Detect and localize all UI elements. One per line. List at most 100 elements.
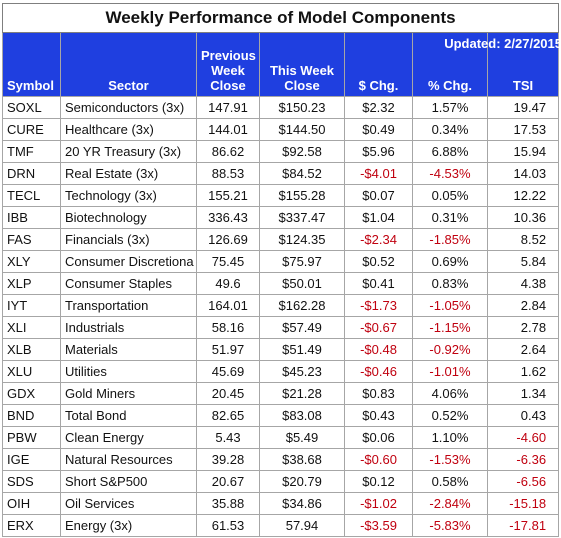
- cell-dollar-change: -$3.59: [344, 514, 413, 537]
- cell-symbol: PBW: [2, 426, 61, 449]
- cell-this-week-close: $155.28: [259, 184, 345, 207]
- cell-sector: Financials (3x): [60, 228, 197, 251]
- table-row: ERX Energy (3x) 61.53 57.94 -$3.59 -5.83…: [2, 514, 560, 537]
- table-row: XLP Consumer Staples 49.6 $50.01 $0.41 0…: [2, 272, 560, 295]
- table-body: SOXL Semiconductors (3x) 147.91 $150.23 …: [2, 96, 560, 537]
- cell-this-week-close: $21.28: [259, 382, 345, 405]
- header-this-week-close: This Week Close: [259, 32, 345, 97]
- cell-previous-close: 155.21: [196, 184, 260, 207]
- cell-symbol: TMF: [2, 140, 61, 163]
- cell-this-week-close: $50.01: [259, 272, 345, 295]
- cell-symbol: SDS: [2, 470, 61, 493]
- cell-pct-change: 6.88%: [412, 140, 488, 163]
- cell-sector: 20 YR Treasury (3x): [60, 140, 197, 163]
- cell-sector: Utilities: [60, 360, 197, 383]
- header-this-line2: Close: [284, 78, 320, 93]
- cell-previous-close: 126.69: [196, 228, 260, 251]
- table-row: CURE Healthcare (3x) 144.01 $144.50 $0.4…: [2, 118, 560, 141]
- table-row: DRN Real Estate (3x) 88.53 $84.52 -$4.01…: [2, 162, 560, 185]
- cell-previous-close: 51.97: [196, 338, 260, 361]
- cell-dollar-change: $1.04: [344, 206, 413, 229]
- cell-symbol: XLI: [2, 316, 61, 339]
- table-row: SDS Short S&P500 20.67 $20.79 $0.12 0.58…: [2, 470, 560, 493]
- cell-this-week-close: $84.52: [259, 162, 345, 185]
- cell-tsi: 1.34: [486, 382, 560, 405]
- cell-dollar-change: -$0.48: [344, 338, 413, 361]
- cell-dollar-change: -$0.67: [344, 316, 413, 339]
- cell-symbol: IGE: [2, 448, 61, 471]
- cell-previous-close: 20.67: [196, 470, 260, 493]
- cell-this-week-close: $51.49: [259, 338, 345, 361]
- cell-this-week-close: $45.23: [259, 360, 345, 383]
- cell-symbol: FAS: [2, 228, 61, 251]
- cell-symbol: ERX: [2, 514, 61, 537]
- cell-symbol: BND: [2, 404, 61, 427]
- cell-dollar-change: $0.52: [344, 250, 413, 273]
- cell-pct-change: 1.10%: [412, 426, 488, 449]
- cell-tsi: 0.43: [486, 404, 560, 427]
- cell-tsi: 8.52: [486, 228, 560, 251]
- cell-dollar-change: -$1.73: [344, 294, 413, 317]
- cell-pct-change: -1.15%: [412, 316, 488, 339]
- table-row: IBB Biotechnology 336.43 $337.47 $1.04 0…: [2, 206, 560, 229]
- cell-tsi: -6.36: [486, 448, 560, 471]
- cell-dollar-change: -$1.02: [344, 492, 413, 515]
- table-row: OIH Oil Services 35.88 $34.86 -$1.02 -2.…: [2, 492, 560, 515]
- cell-pct-change: -2.84%: [412, 492, 488, 515]
- cell-this-week-close: $92.58: [259, 140, 345, 163]
- cell-symbol: GDX: [2, 382, 61, 405]
- cell-this-week-close: $75.97: [259, 250, 345, 273]
- cell-dollar-change: $0.07: [344, 184, 413, 207]
- cell-tsi: 2.84: [486, 294, 560, 317]
- table-row: XLU Utilities 45.69 $45.23 -$0.46 -1.01%…: [2, 360, 560, 383]
- cell-sector: Natural Resources: [60, 448, 197, 471]
- cell-this-week-close: $144.50: [259, 118, 345, 141]
- cell-previous-close: 5.43: [196, 426, 260, 449]
- cell-sector: Real Estate (3x): [60, 162, 197, 185]
- cell-dollar-change: $0.12: [344, 470, 413, 493]
- cell-sector: Transportation: [60, 294, 197, 317]
- header-previous-week-close: Previous Week Close: [196, 32, 260, 97]
- cell-symbol: XLP: [2, 272, 61, 295]
- cell-previous-close: 88.53: [196, 162, 260, 185]
- cell-tsi: 2.78: [486, 316, 560, 339]
- cell-sector: Healthcare (3x): [60, 118, 197, 141]
- cell-dollar-change: $5.96: [344, 140, 413, 163]
- cell-previous-close: 147.91: [196, 96, 260, 119]
- table-row: SOXL Semiconductors (3x) 147.91 $150.23 …: [2, 96, 560, 119]
- cell-sector: Consumer Discretiona: [60, 250, 197, 273]
- cell-dollar-change: $0.06: [344, 426, 413, 449]
- cell-tsi: -4.60: [486, 426, 560, 449]
- cell-this-week-close: $337.47: [259, 206, 345, 229]
- cell-sector: Biotechnology: [60, 206, 197, 229]
- cell-previous-close: 75.45: [196, 250, 260, 273]
- header-previous-line3: Close: [210, 78, 246, 93]
- cell-dollar-change: -$4.01: [344, 162, 413, 185]
- cell-pct-change: 0.31%: [412, 206, 488, 229]
- table-row: GDX Gold Miners 20.45 $21.28 $0.83 4.06%…: [2, 382, 560, 405]
- cell-pct-change: -0.92%: [412, 338, 488, 361]
- cell-pct-change: 1.57%: [412, 96, 488, 119]
- cell-sector: Materials: [60, 338, 197, 361]
- cell-this-week-close: $34.86: [259, 492, 345, 515]
- header-tsi: TSI: [486, 32, 560, 97]
- cell-pct-change: -1.05%: [412, 294, 488, 317]
- cell-dollar-change: $0.43: [344, 404, 413, 427]
- cell-pct-change: -1.85%: [412, 228, 488, 251]
- cell-sector: Energy (3x): [60, 514, 197, 537]
- cell-sector: Consumer Staples: [60, 272, 197, 295]
- cell-this-week-close: $5.49: [259, 426, 345, 449]
- cell-tsi: 10.36: [486, 206, 560, 229]
- header-pct-change-label: % Chg.: [427, 78, 473, 93]
- cell-this-week-close: $150.23: [259, 96, 345, 119]
- header-row: Symbol Sector Previous Week Close This W…: [2, 32, 561, 97]
- cell-tsi: -6.56: [486, 470, 560, 493]
- updated-date: Updated: 2/27/2015: [444, 36, 561, 51]
- cell-pct-change: -5.83%: [412, 514, 488, 537]
- cell-dollar-change: -$0.60: [344, 448, 413, 471]
- header-pct-change: Updated: 2/27/2015 % Chg.: [412, 32, 561, 97]
- cell-previous-close: 39.28: [196, 448, 260, 471]
- cell-previous-close: 336.43: [196, 206, 260, 229]
- cell-pct-change: 4.06%: [412, 382, 488, 405]
- cell-symbol: XLY: [2, 250, 61, 273]
